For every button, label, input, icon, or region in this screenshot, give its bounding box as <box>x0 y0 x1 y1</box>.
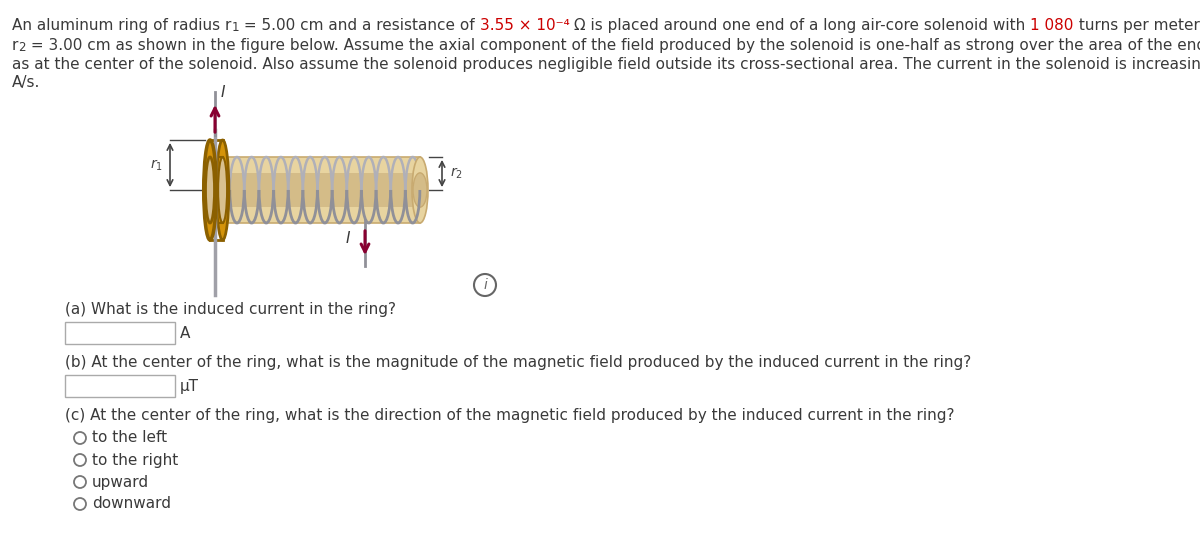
Ellipse shape <box>412 157 428 223</box>
Text: to the left: to the left <box>92 430 167 446</box>
Text: upward: upward <box>92 474 149 489</box>
Text: = 3.00 cm as shown in the figure below. Assume the axial component of the field : = 3.00 cm as shown in the figure below. … <box>26 38 1200 53</box>
Ellipse shape <box>204 140 216 240</box>
Text: A: A <box>180 326 191 340</box>
Ellipse shape <box>413 173 427 207</box>
Text: (b) At the center of the ring, what is the magnitude of the magnetic field produ: (b) At the center of the ring, what is t… <box>65 355 971 370</box>
Ellipse shape <box>218 157 227 223</box>
Text: i: i <box>484 278 487 292</box>
Text: to the right: to the right <box>92 453 179 468</box>
Text: turns per meter and radius: turns per meter and radius <box>1074 18 1200 33</box>
Text: A/s.: A/s. <box>12 75 41 90</box>
Text: = 5.00 cm and a resistance of: = 5.00 cm and a resistance of <box>239 18 480 33</box>
Text: downward: downward <box>92 496 172 512</box>
Bar <box>215 173 420 207</box>
Text: (a) What is the induced current in the ring?: (a) What is the induced current in the r… <box>65 302 396 317</box>
Bar <box>65 322 175 344</box>
Text: as at the center of the solenoid. Also assume the solenoid produces negligible f: as at the center of the solenoid. Also a… <box>12 57 1200 72</box>
Text: 2: 2 <box>18 41 26 54</box>
Text: $I$: $I$ <box>220 84 226 100</box>
Text: 1: 1 <box>232 21 239 34</box>
Text: 3.55 × 10⁻⁴: 3.55 × 10⁻⁴ <box>480 18 569 33</box>
Text: $r_2$: $r_2$ <box>450 166 462 181</box>
Text: (c) At the center of the ring, what is the direction of the magnetic field produ: (c) At the center of the ring, what is t… <box>65 408 954 423</box>
Text: $I$: $I$ <box>344 230 352 246</box>
Bar <box>215 157 420 223</box>
Text: Ω is placed around one end of a long air-core solenoid with: Ω is placed around one end of a long air… <box>569 18 1031 33</box>
Text: An aluminum ring of radius r: An aluminum ring of radius r <box>12 18 232 33</box>
Ellipse shape <box>205 157 215 223</box>
Text: r: r <box>12 38 18 53</box>
Text: 1 080: 1 080 <box>1031 18 1074 33</box>
Text: μT: μT <box>180 378 199 393</box>
Text: $r_1$: $r_1$ <box>150 157 162 173</box>
Bar <box>65 375 175 397</box>
Ellipse shape <box>216 140 229 240</box>
